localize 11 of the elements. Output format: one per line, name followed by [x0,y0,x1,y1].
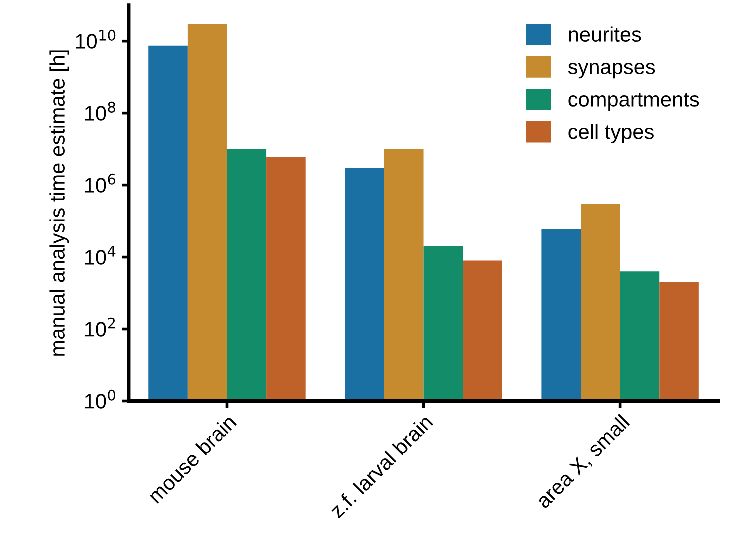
y-tick-label: 10$^{8}$ [85,102,116,121]
legend-label: cell types [568,124,654,144]
y-tick-label: 10$^{0}$ [85,390,116,409]
y-axis-title: manual analysis time estimate [h] [50,50,70,356]
legend-label: neurites [569,26,642,42]
y-tick-label: 10$^{4}$ [85,246,116,265]
y-tick-label: 10$^{6}$ [85,174,116,193]
y-tick-label: 10$^{2}$ [85,318,116,337]
legend-label: compartments [568,93,700,112]
legend-label: synapses [568,63,656,79]
y-tick-label: 10$^{10}$ [76,30,116,49]
